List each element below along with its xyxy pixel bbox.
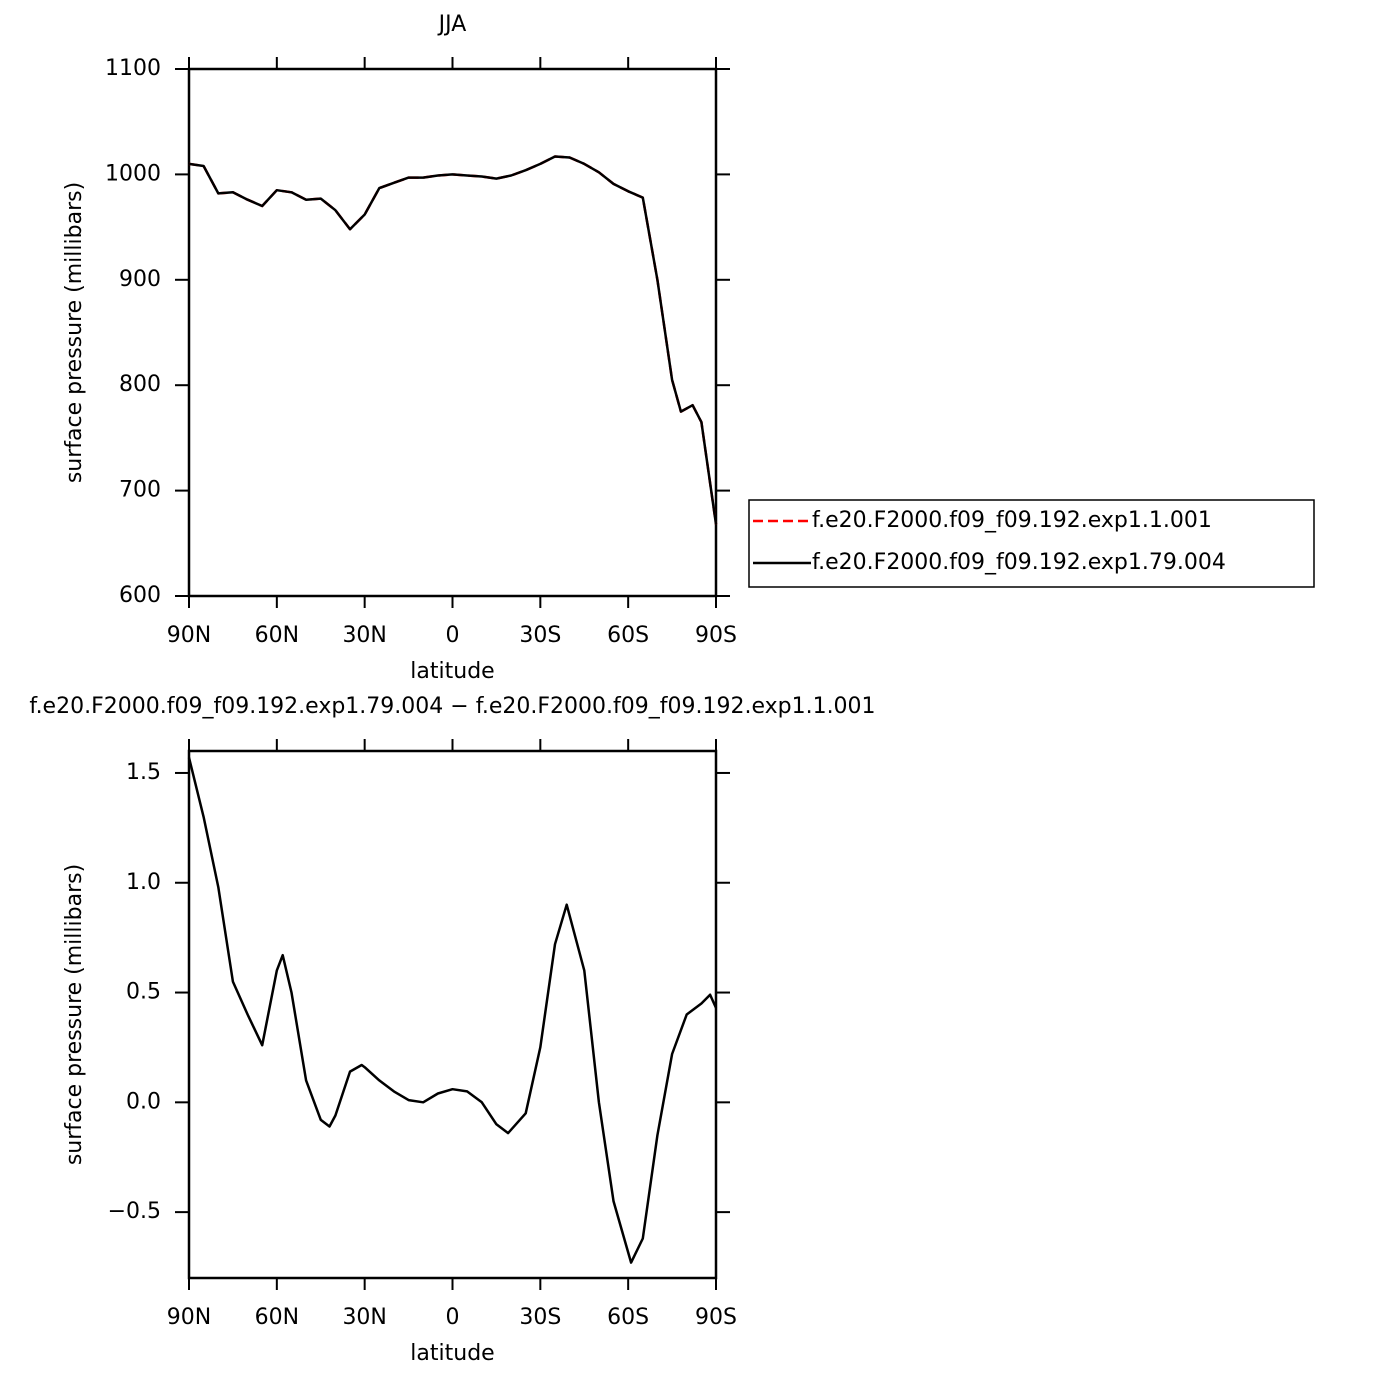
x-tick-label: 0 (446, 1305, 460, 1330)
legend-box (748, 499, 1315, 588)
x-tick-label: 30N (342, 1305, 386, 1330)
x-tick-label: 30S (519, 623, 561, 648)
y-tick-label: 1000 (105, 161, 161, 186)
y-tick-label: 1100 (105, 56, 161, 81)
x-axis-label: latitude (410, 1341, 494, 1366)
y-tick-label: 0.0 (126, 1089, 161, 1114)
x-tick-label: 90S (695, 623, 737, 648)
chart-title: f.e20.F2000.f09_f09.192.exp1.79.004 − f.… (29, 694, 875, 719)
x-tick-label: 30N (342, 623, 386, 648)
x-tick-label: 60N (255, 623, 299, 648)
x-tick-label: 90S (695, 1305, 737, 1330)
x-tick-label: 90N (167, 623, 211, 648)
y-tick-label: 1.0 (126, 870, 161, 895)
y-tick-label: −0.5 (108, 1199, 161, 1224)
y-tick-label: 600 (119, 583, 161, 608)
plot-frame (187, 749, 718, 1280)
x-tick-label: 90N (167, 1305, 211, 1330)
x-tick-label: 0 (446, 623, 460, 648)
legend-label: f.e20.F2000.f09_f09.192.exp1.1.001 (812, 508, 1212, 533)
x-tick-label: 60S (607, 623, 649, 648)
y-tick-label: 700 (119, 478, 161, 503)
data-line (188, 155, 718, 525)
chart-title: JJA (437, 12, 467, 37)
plot-frame (187, 67, 718, 598)
x-axis-label: latitude (410, 659, 494, 684)
data-line (188, 155, 718, 525)
y-axis-label: surface pressure (millibars) (62, 182, 87, 483)
x-tick-label: 60N (255, 1305, 299, 1330)
y-tick-label: 1.5 (126, 760, 161, 785)
y-axis-label: surface pressure (millibars) (62, 864, 87, 1165)
legend-label: f.e20.F2000.f09_f09.192.exp1.79.004 (812, 550, 1226, 575)
y-tick-label: 900 (119, 267, 161, 292)
x-tick-label: 60S (607, 1305, 649, 1330)
data-line (187, 757, 718, 1264)
y-tick-label: 800 (119, 372, 161, 397)
x-tick-label: 30S (519, 1305, 561, 1330)
y-tick-label: 0.5 (126, 980, 161, 1005)
